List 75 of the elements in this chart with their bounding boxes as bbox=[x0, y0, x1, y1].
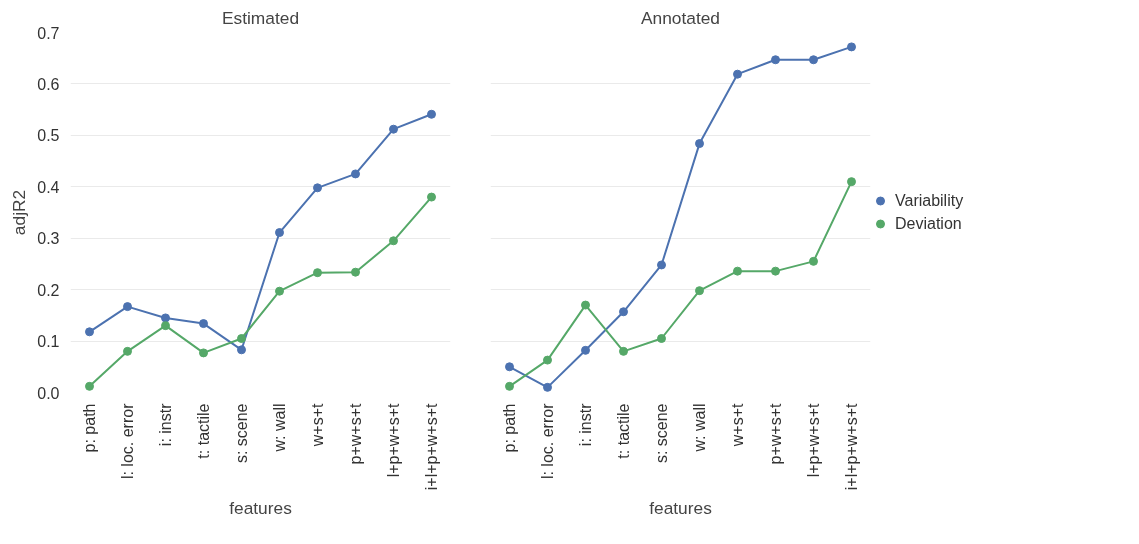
x-tick-label: w: wall bbox=[691, 403, 708, 453]
point bbox=[123, 302, 132, 312]
x-tick-label: s: scene bbox=[653, 403, 670, 464]
x-axis-title: features bbox=[229, 498, 293, 519]
point bbox=[199, 348, 208, 358]
point bbox=[695, 286, 704, 296]
x-axis-title: features bbox=[649, 498, 713, 519]
x-tick-label: p+w+s+t bbox=[347, 402, 364, 465]
x-tick-label: i: instr bbox=[577, 402, 594, 447]
point bbox=[427, 192, 436, 202]
point bbox=[809, 256, 818, 266]
point bbox=[581, 300, 590, 310]
point bbox=[161, 321, 170, 331]
point bbox=[161, 313, 170, 323]
x-tick-label: w+s+t bbox=[729, 402, 746, 448]
point bbox=[237, 334, 246, 343]
point bbox=[389, 124, 398, 134]
x-tick-label: l: loc. error bbox=[539, 402, 556, 480]
point bbox=[733, 266, 742, 276]
y-tick-label: 0.0 bbox=[37, 384, 60, 402]
point bbox=[351, 267, 360, 277]
point bbox=[619, 307, 628, 317]
point bbox=[427, 109, 436, 119]
y-tick-label: 0.4 bbox=[37, 178, 60, 196]
y-tick-label: 0.6 bbox=[37, 75, 60, 93]
x-tick-label: i: instr bbox=[157, 402, 174, 447]
legend-label: Deviation bbox=[895, 214, 962, 233]
x-tick-label: i+l+p+w+s+t bbox=[423, 402, 440, 491]
x-tick-label: p: path bbox=[81, 403, 98, 453]
x-tick-label: l: loc. error bbox=[119, 402, 136, 480]
x-tick-label: p+w+s+t bbox=[767, 402, 784, 465]
point bbox=[809, 55, 818, 65]
point bbox=[351, 169, 360, 179]
point bbox=[771, 55, 780, 65]
point bbox=[505, 362, 514, 372]
y-tick-label: 0.1 bbox=[37, 333, 60, 351]
y-tick-label: 0.2 bbox=[37, 281, 60, 299]
point bbox=[657, 260, 666, 270]
point bbox=[543, 382, 552, 392]
point bbox=[847, 177, 856, 187]
y-tick-label: 0.7 bbox=[37, 24, 60, 42]
y-tick-label: 0.5 bbox=[37, 127, 60, 145]
y-axis-title: adjR2 bbox=[9, 189, 30, 236]
y-tick-label: 0.3 bbox=[37, 230, 60, 248]
x-tick-label: l+p+w+s+t bbox=[805, 402, 822, 478]
point bbox=[543, 355, 552, 365]
x-tick-label: p: path bbox=[501, 403, 518, 453]
x-tick-label: w+s+t bbox=[309, 402, 326, 448]
legend-label: Variability bbox=[895, 191, 964, 210]
point bbox=[313, 183, 322, 193]
point bbox=[657, 334, 666, 343]
point bbox=[313, 268, 322, 278]
x-tick-label: l+p+w+s+t bbox=[385, 402, 402, 478]
x-tick-label: t: tactile bbox=[195, 403, 212, 459]
point bbox=[771, 266, 780, 276]
point bbox=[199, 319, 208, 329]
chart-title: Estimated bbox=[221, 7, 300, 28]
point bbox=[85, 381, 94, 391]
point bbox=[389, 236, 398, 246]
point bbox=[123, 346, 132, 356]
point bbox=[695, 139, 704, 149]
point bbox=[505, 381, 514, 391]
point bbox=[619, 346, 628, 356]
x-tick-label: t: tactile bbox=[615, 403, 632, 459]
point bbox=[237, 345, 246, 355]
chart-title: Annotated bbox=[641, 7, 721, 28]
point bbox=[847, 42, 856, 52]
x-tick-label: i+l+p+w+s+t bbox=[843, 402, 860, 491]
point bbox=[275, 228, 284, 238]
x-tick-label: w: wall bbox=[271, 403, 288, 453]
x-tick-label: s: scene bbox=[233, 403, 250, 464]
point bbox=[85, 327, 94, 337]
point bbox=[581, 345, 590, 355]
point bbox=[275, 286, 284, 296]
point bbox=[733, 69, 742, 79]
